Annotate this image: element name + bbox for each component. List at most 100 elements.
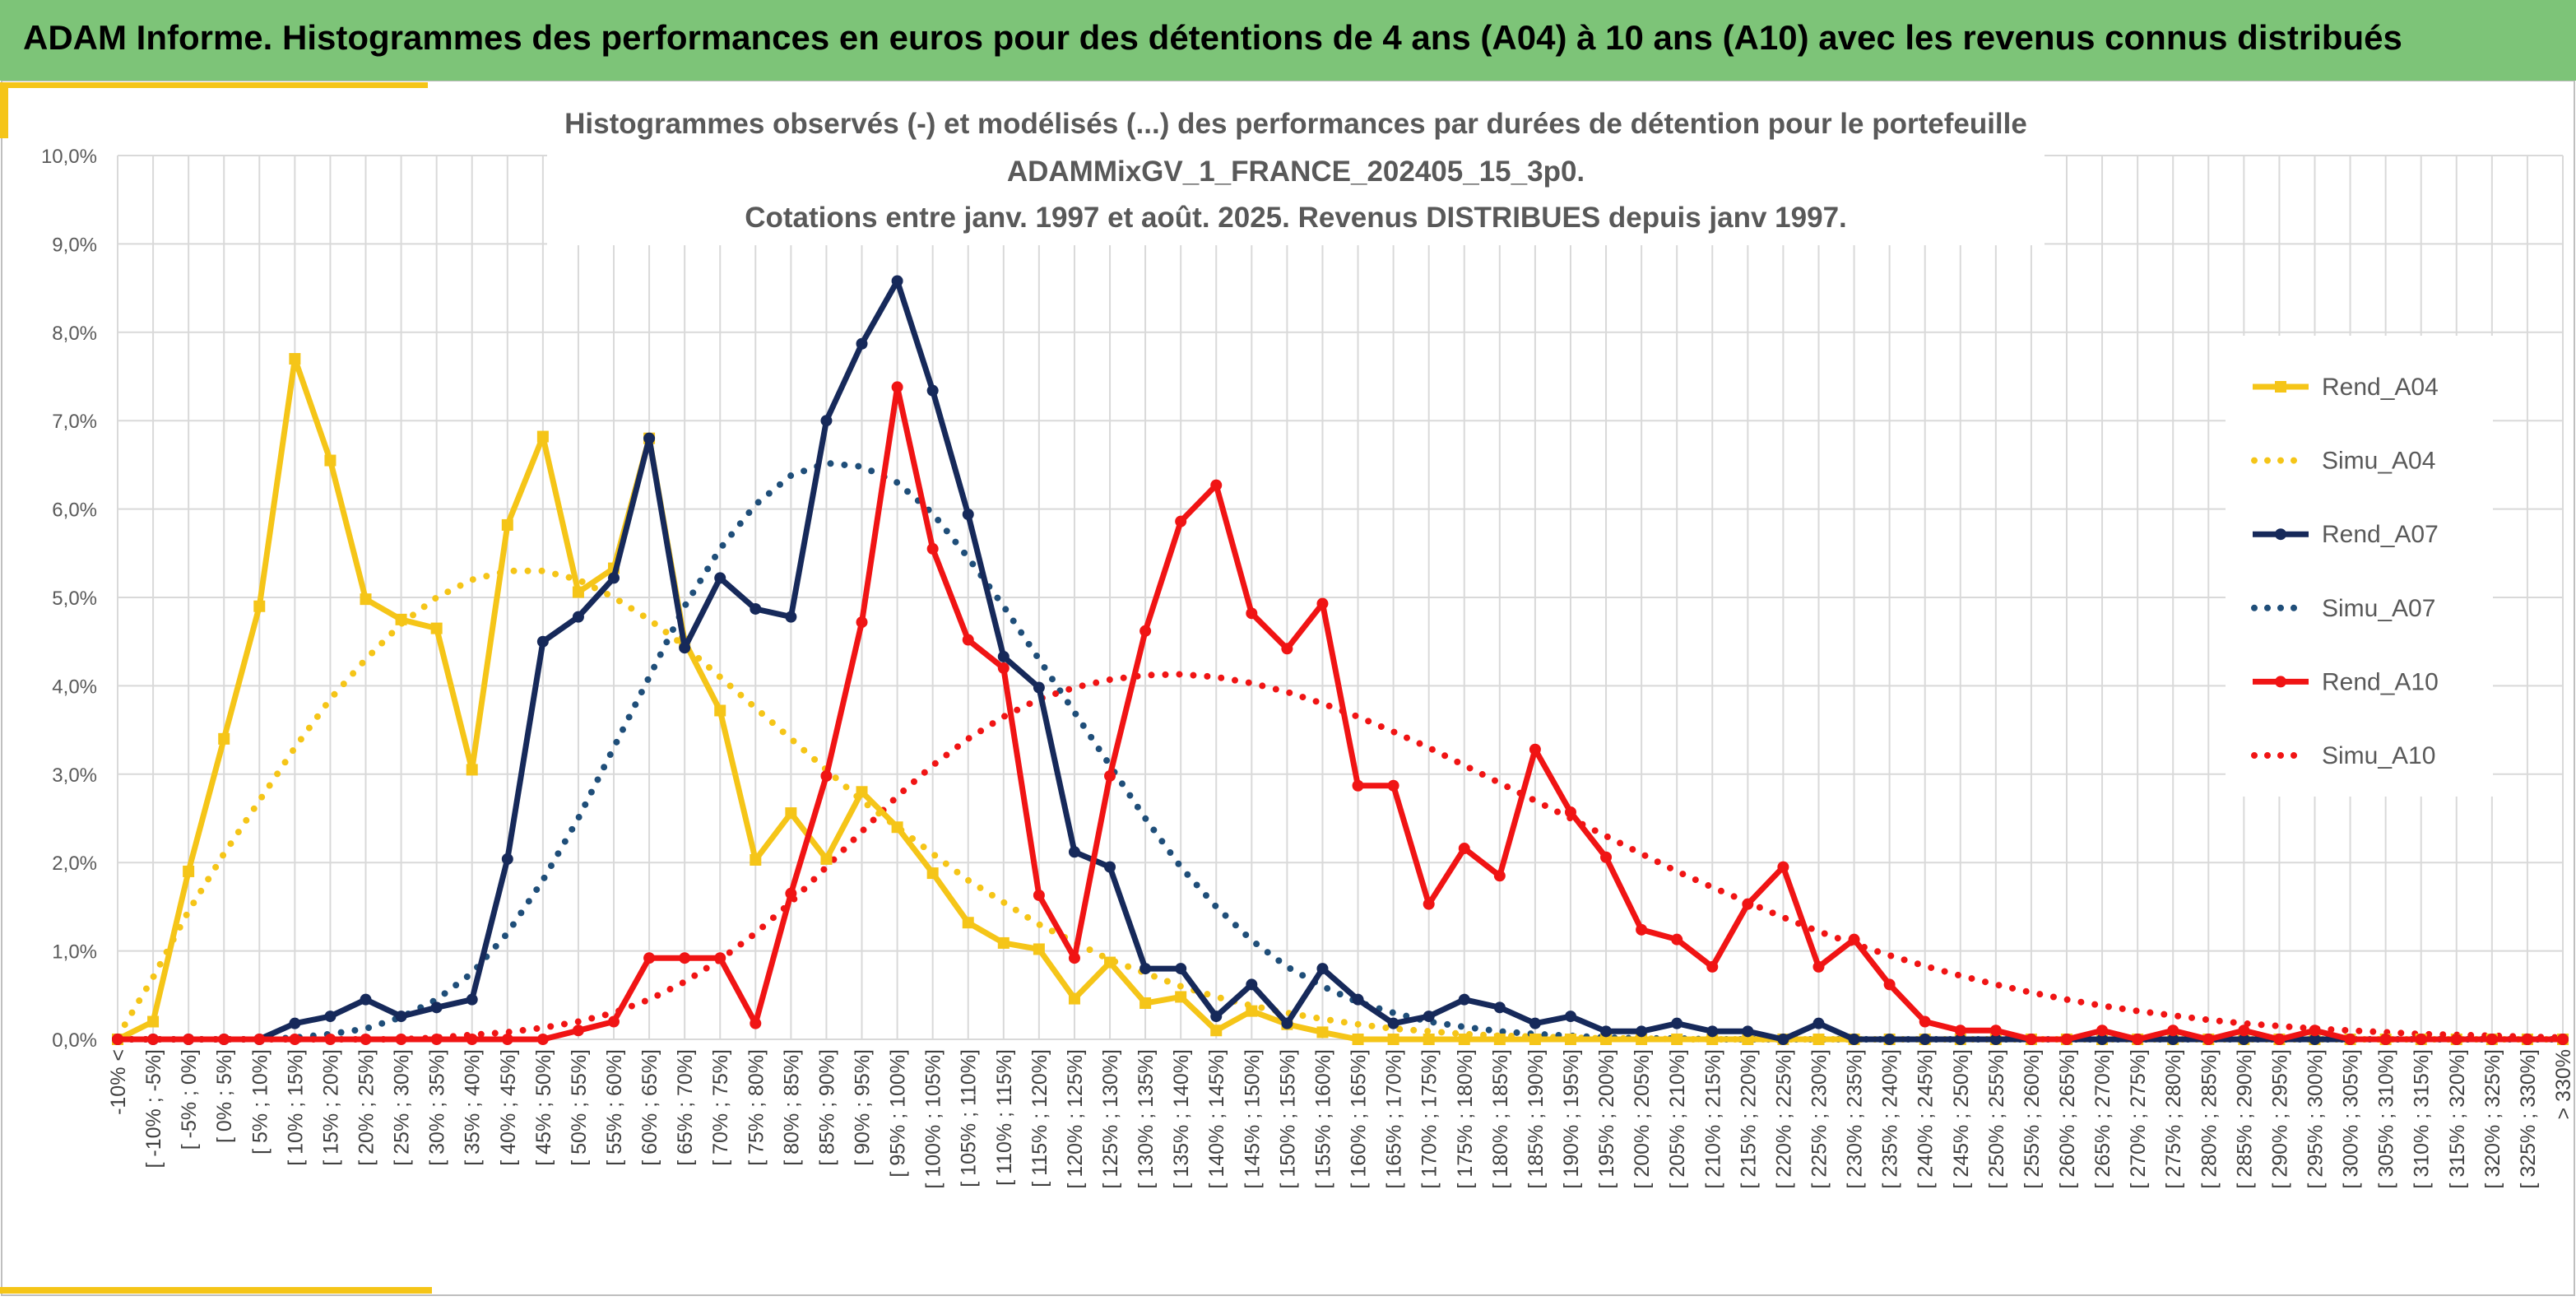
data-point xyxy=(1033,889,1045,901)
data-point xyxy=(997,650,1010,662)
data-point xyxy=(1848,1034,1860,1045)
data-point xyxy=(1671,1034,1683,1045)
x-tick-label: [ 200% ; 205%] xyxy=(1631,1049,1654,1189)
data-point xyxy=(2450,1034,2462,1045)
data-point xyxy=(183,1034,195,1045)
data-point xyxy=(1458,843,1470,855)
data-point xyxy=(2344,1034,2356,1045)
x-tick-label: [ 15% ; 20%] xyxy=(319,1049,342,1166)
data-point xyxy=(1175,515,1187,527)
x-tick-label: [ 85% ; 90%] xyxy=(815,1049,838,1166)
legend: Rend_A04 Simu_A04 Rend_A07 Simu_A07 Rend_A10… xyxy=(2226,336,2493,797)
data-point xyxy=(1281,643,1293,655)
data-point xyxy=(2557,1034,2569,1045)
title-background xyxy=(547,99,2045,245)
data-point xyxy=(997,662,1010,674)
x-tick-label: [ 90% ; 95%] xyxy=(852,1049,875,1166)
data-point xyxy=(1600,851,1613,863)
x-tick-label: [ 80% ; 85%] xyxy=(780,1049,803,1166)
data-point xyxy=(395,613,407,625)
data-point xyxy=(1493,1034,1506,1045)
y-axis-ticks: 0,0% 1,0% 2,0% 3,0% 4,0% 5,0% 6,0% 7,0% 8,0% 9,0%… xyxy=(41,146,97,1052)
data-point xyxy=(679,642,691,654)
x-tick-label: [ 305% ; 310%] xyxy=(2375,1049,2398,1189)
x-tick-label: [ 295% ; 300%] xyxy=(2304,1049,2327,1189)
legend-label: Rend_A04 xyxy=(2322,374,2439,401)
data-point xyxy=(1458,1034,1470,1045)
data-point xyxy=(1281,1017,1293,1029)
data-point xyxy=(2060,1034,2072,1045)
x-tick-label: [ 40% ; 45%] xyxy=(497,1049,520,1166)
data-point xyxy=(2415,1034,2427,1045)
x-tick-label: [ 50% ; 55%] xyxy=(568,1049,591,1166)
data-point xyxy=(430,622,443,634)
data-point xyxy=(360,1034,372,1045)
data-point xyxy=(820,769,833,782)
data-point xyxy=(1104,769,1116,782)
data-point xyxy=(1493,870,1506,882)
data-point xyxy=(1210,1011,1223,1023)
data-point xyxy=(1458,993,1470,1006)
data-point xyxy=(785,807,797,820)
chart-frame: Histogrammes observés (-) et modélisés (… xyxy=(0,80,2576,1297)
legend-marker xyxy=(2275,381,2286,393)
y-tick-label: 7,0% xyxy=(52,411,97,433)
data-point xyxy=(1671,1017,1683,1029)
data-point xyxy=(2309,1025,2321,1037)
data-point xyxy=(430,1034,443,1045)
data-point xyxy=(643,952,656,964)
series-line xyxy=(118,383,2563,1043)
data-point xyxy=(2309,1034,2321,1045)
data-point xyxy=(1423,1034,1435,1045)
data-point xyxy=(1919,1015,1931,1028)
x-tick-label: [ 185% ; 190%] xyxy=(1525,1049,1548,1189)
x-tick-label: [ 175% ; 180%] xyxy=(1454,1049,1477,1189)
data-point xyxy=(572,611,584,623)
data-point xyxy=(289,1017,301,1029)
x-tick-label: [ 195% ; 200%] xyxy=(1595,1049,1618,1189)
legend-item-simu-a07: Simu_A07 xyxy=(2251,595,2435,622)
data-point xyxy=(324,454,337,467)
x-tick-label: [ 160% ; 165%] xyxy=(1348,1049,1371,1189)
series-line xyxy=(114,459,2566,1043)
data-point xyxy=(501,518,513,531)
data-point xyxy=(997,936,1010,949)
x-tick-label: [ 275% ; 280%] xyxy=(2162,1049,2185,1189)
data-point xyxy=(1529,743,1541,755)
data-point xyxy=(1777,1034,1789,1045)
data-point xyxy=(183,865,195,877)
x-tick-label: [ 220% ; 225%] xyxy=(1772,1049,1795,1189)
data-point xyxy=(1210,1025,1223,1037)
data-point xyxy=(962,634,974,646)
legend-label: Simu_A07 xyxy=(2322,595,2435,622)
x-tick-label: [ 165% ; 170%] xyxy=(1383,1049,1406,1189)
x-tick-label: [ 205% ; 210%] xyxy=(1666,1049,1689,1189)
x-tick-label: [ 250% ; 255%] xyxy=(1985,1049,2008,1189)
x-tick-label: [ 280% ; 285%] xyxy=(2198,1049,2221,1189)
data-point xyxy=(430,1001,443,1014)
data-point xyxy=(1989,1034,2002,1045)
series-group xyxy=(112,275,2569,1045)
x-tick-label: [ 120% ; 125%] xyxy=(1064,1049,1087,1189)
data-point xyxy=(1104,956,1116,969)
data-point xyxy=(1423,898,1435,910)
x-tick-label: [ 155% ; 160%] xyxy=(1311,1049,1334,1189)
x-tick-label: [ 210% ; 215%] xyxy=(1701,1049,1724,1189)
data-point xyxy=(1068,846,1080,858)
x-tick-label: [ 45% ; 50%] xyxy=(532,1049,555,1166)
histogram-chart: Histogrammes observés (-) et modélisés (… xyxy=(0,80,2575,1296)
data-point xyxy=(1671,933,1683,946)
data-point xyxy=(1564,806,1576,818)
data-point xyxy=(1139,625,1152,637)
data-point xyxy=(1387,779,1399,792)
x-tick-label: [ 20% ; 25%] xyxy=(355,1049,378,1166)
legend-item-simu-a10: Simu_A10 xyxy=(2251,742,2435,769)
data-point xyxy=(1883,1034,1896,1045)
data-point xyxy=(962,509,974,521)
data-point xyxy=(1387,1034,1399,1045)
x-tick-label: [ 0% ; 5%] xyxy=(213,1049,236,1143)
x-tick-label: [ 300% ; 305%] xyxy=(2340,1049,2363,1189)
x-tick-label: [ 75% ; 80%] xyxy=(745,1049,768,1166)
x-tick-label: [ 310% ; 315%] xyxy=(2411,1049,2434,1189)
data-point xyxy=(2379,1034,2392,1045)
